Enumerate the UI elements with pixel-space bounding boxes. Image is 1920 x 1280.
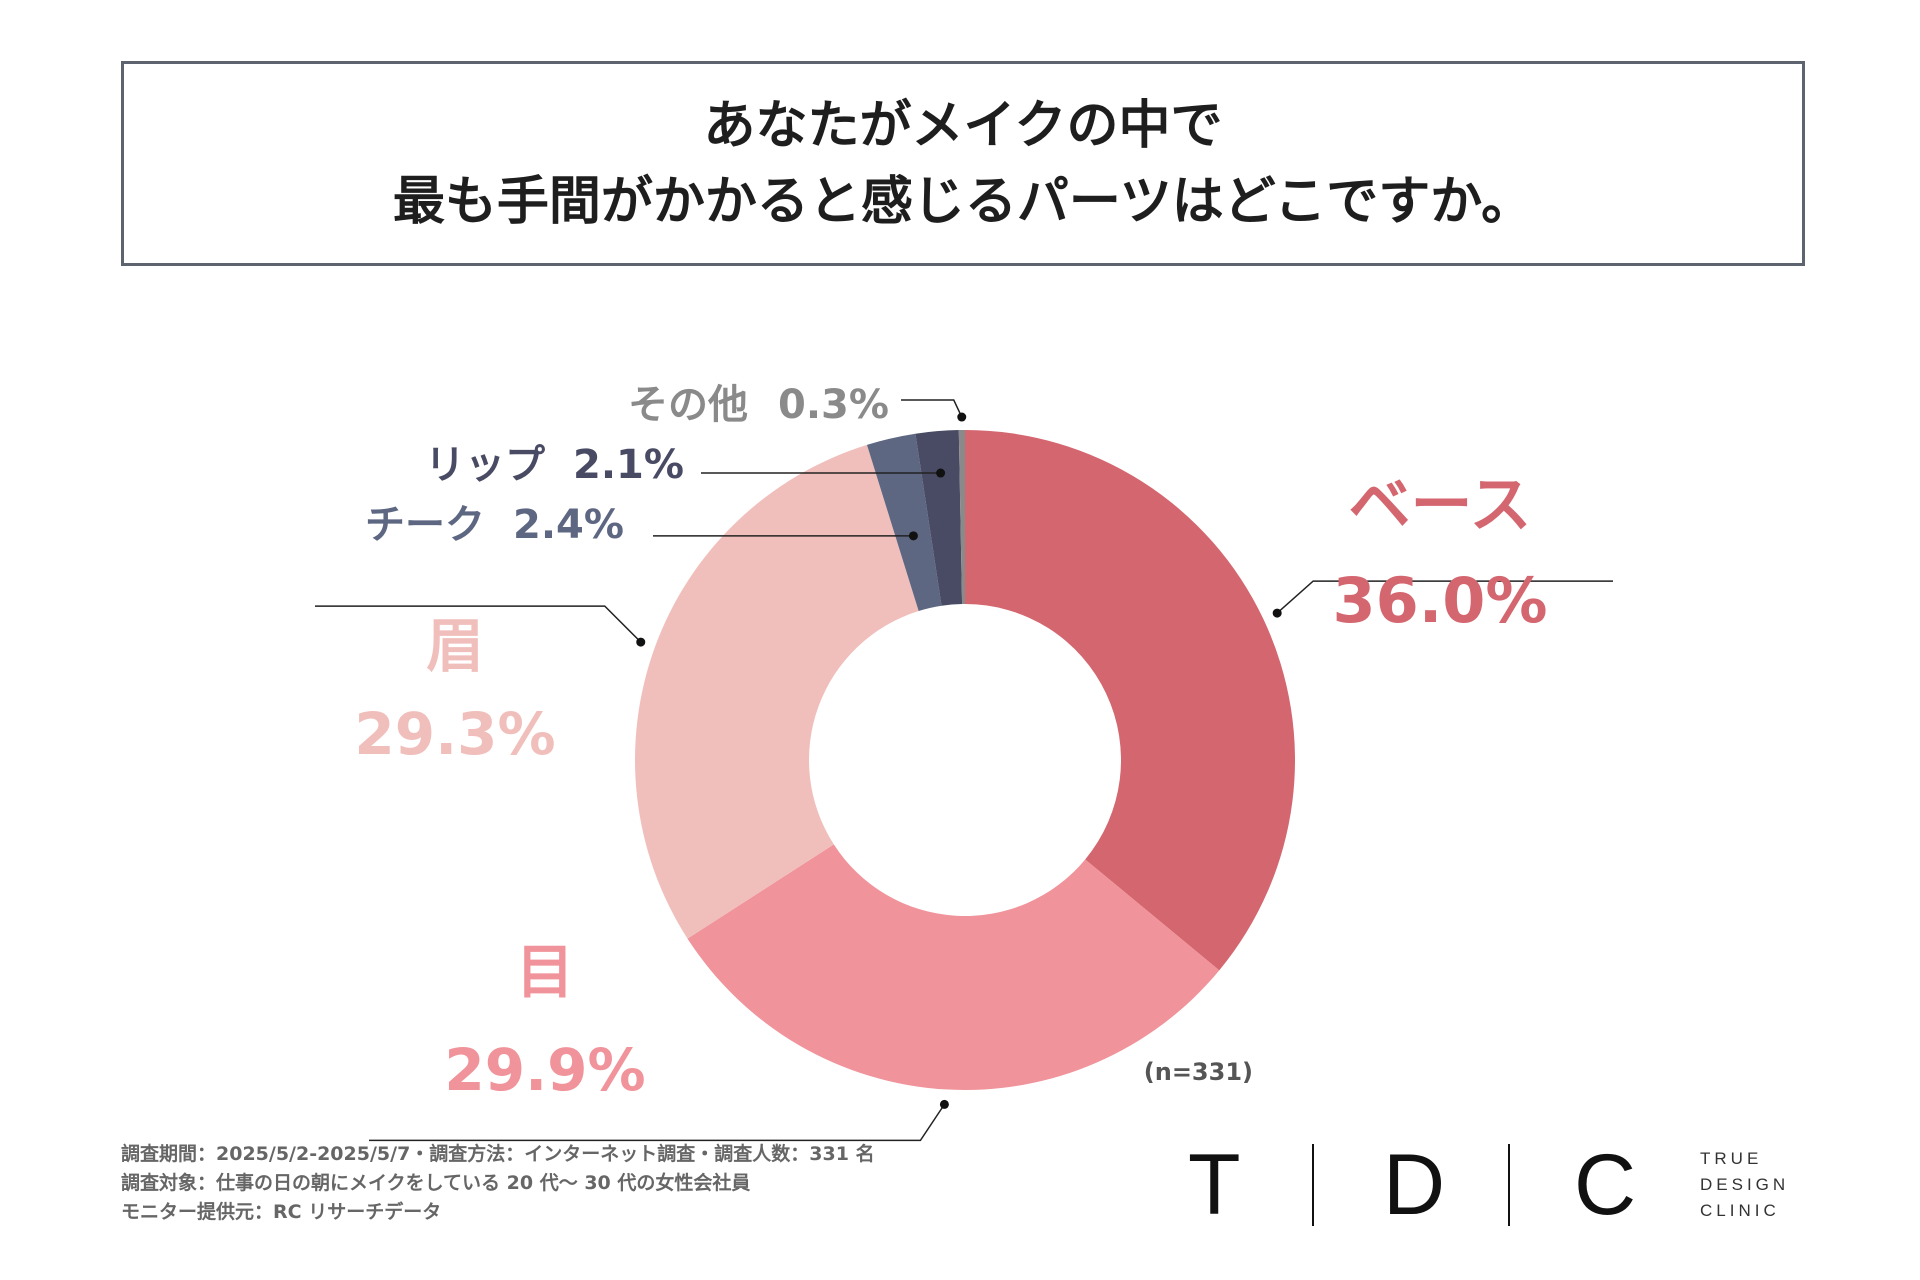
value-label: 36.0% xyxy=(1332,564,1547,637)
logo-divider xyxy=(1508,1144,1510,1226)
logo-subtitle: TRUE DESIGN CLINIC xyxy=(1700,1146,1830,1224)
logo-sub-true: TRUE xyxy=(1700,1149,1763,1168)
category-label: リップ xyxy=(425,442,545,488)
category-label: その他 xyxy=(628,382,748,428)
survey-target: 調査対象：仕事の日の朝にメイクをしている 20 代〜 30 代の女性会社員 xyxy=(121,1172,751,1194)
donut-slice xyxy=(965,430,1295,971)
leader-line xyxy=(1276,580,1613,614)
logo-letter-t: T xyxy=(1188,1137,1241,1233)
sample-size-label: (n=331) xyxy=(1144,1058,1253,1086)
value-label: 2.1% xyxy=(573,442,684,488)
title-line-1: あなたがメイクの中で xyxy=(703,95,1223,156)
logo-sub-design: DESIGN xyxy=(1700,1175,1790,1194)
donut-slice xyxy=(687,844,1220,1090)
leader-dot xyxy=(936,468,946,478)
category-label: 眉 xyxy=(426,612,484,680)
category-label: 目 xyxy=(516,938,574,1006)
leader-line xyxy=(369,1103,946,1142)
logo-sub-clinic: CLINIC xyxy=(1700,1201,1780,1220)
leader-dot xyxy=(1272,608,1282,618)
logo-letter-d: D xyxy=(1383,1137,1446,1233)
leader-line xyxy=(901,399,963,418)
survey-provider: モニター提供元：RC リサーチデータ xyxy=(121,1201,442,1223)
survey-footer: 調査期間：2025/5/2-2025/5/7・調査方法：インターネット調査・調査… xyxy=(121,1140,875,1227)
donut-slice xyxy=(915,430,963,606)
logo-letter-c: C xyxy=(1574,1137,1637,1233)
value-label: 29.9% xyxy=(444,1036,645,1104)
survey-period: 調査期間：2025/5/2-2025/5/7・調査方法：インターネット調査・調査… xyxy=(121,1143,875,1165)
leader-dot xyxy=(957,412,967,422)
leader-dot xyxy=(908,531,918,541)
logo-divider xyxy=(1312,1144,1314,1226)
value-label: 29.3% xyxy=(354,700,555,768)
donut-slice xyxy=(866,433,942,612)
tdc-logo: T D C TRUE DESIGN CLINIC xyxy=(1188,1137,1808,1233)
donut-slice xyxy=(958,430,965,605)
title-line-2: 最も手間がかかると感じるパーツはどこですか。 xyxy=(392,171,1534,232)
leader-dot xyxy=(636,637,646,647)
title-box: あなたがメイクの中で 最も手間がかかると感じるパーツはどこですか。 xyxy=(121,61,1805,266)
leader-dot xyxy=(939,1099,949,1109)
category-label: ベース xyxy=(1349,468,1532,541)
donut-slice xyxy=(634,444,919,939)
category-label: チーク xyxy=(365,502,485,548)
value-label: 0.3% xyxy=(778,382,889,428)
leader-line xyxy=(315,605,642,643)
value-label: 2.4% xyxy=(513,502,624,548)
